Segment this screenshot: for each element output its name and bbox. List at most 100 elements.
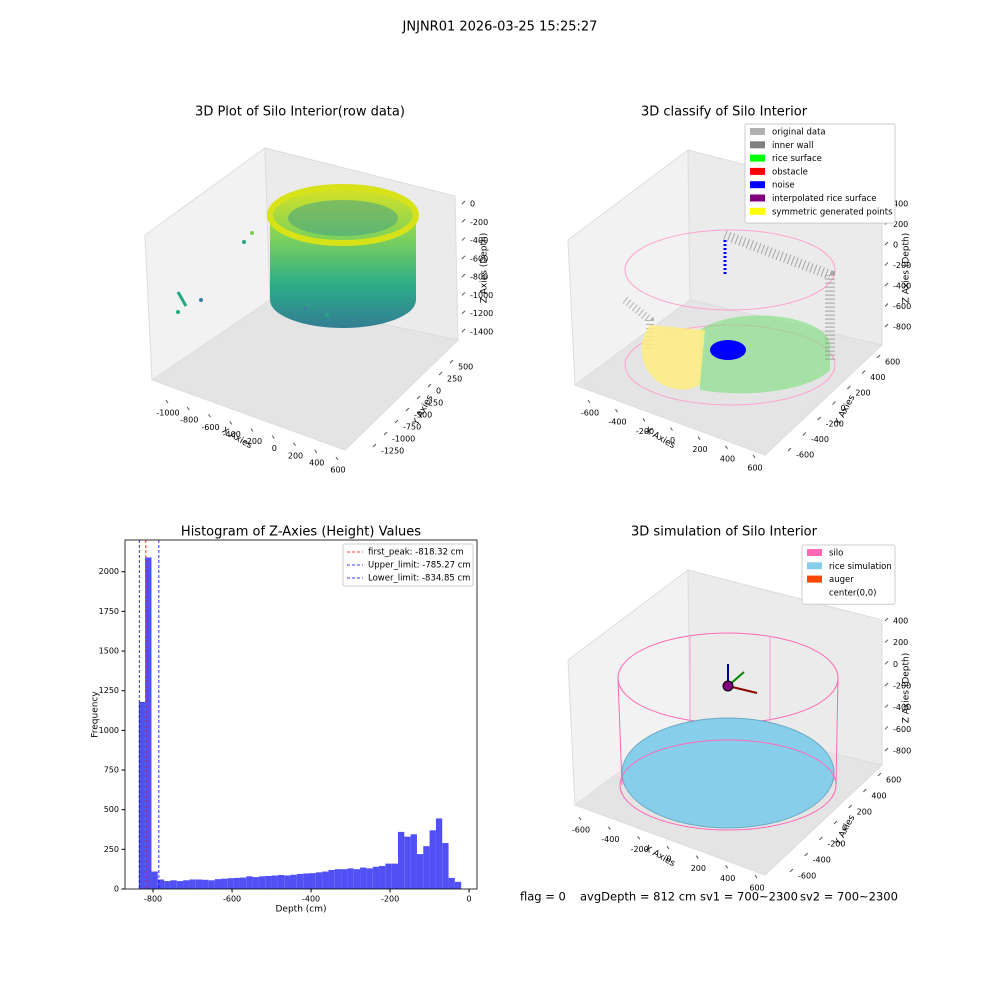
legend-label: original data [772,128,826,138]
x-tick [697,436,701,440]
x-tick-label: -800 [180,416,198,425]
bar [221,878,228,889]
y-tick-label: 400 [871,792,886,801]
y-tick-label: 750 [104,766,119,775]
z-tick [884,282,889,287]
suptitle: JNJNR01 2026-03-25 15:25:27 [402,20,598,35]
x-tick [725,865,729,869]
x-tick [314,449,318,454]
y-tick [848,804,853,809]
x-tick-label: 200 [691,864,706,873]
y-tick-label: 0 [114,885,119,894]
legend-swatch [807,575,822,583]
y-tick-label: -200 [827,840,845,849]
legend-label: noise [772,181,795,191]
x-tick-label: 0 [272,444,277,453]
y-tick-label: -600 [796,451,814,460]
bar [397,831,405,889]
y-tick-label: 200 [857,808,872,817]
z-tick [461,200,466,205]
z-tick [461,273,466,278]
bar [233,877,240,889]
axis-label: X Axies [643,844,677,869]
legend-label: interpolated rice surface [772,194,877,204]
legend-swatch [750,194,765,202]
z-tick-label: 200 [893,638,908,647]
x-tick [637,836,641,840]
x-tick [250,428,254,432]
bar [202,879,209,889]
z-tick [461,292,466,296]
bar [164,881,171,889]
bar [284,875,291,889]
y-tick-label: 600 [885,358,900,367]
z-tick-label: -600 [470,254,488,263]
bar [322,871,329,889]
axis-label: Z Axies (Depth) [902,233,912,304]
bar [296,873,304,889]
x-tick-label: -600 [201,423,219,432]
y-tick [416,395,421,400]
x-tick [186,406,190,411]
x-tick-label: 200 [692,445,707,454]
bar [258,876,266,889]
bar [208,880,215,889]
z-tick-label: -200 [893,261,911,270]
subplot-title: 3D Plot of Silo Interior(row data) [195,105,405,120]
bar [416,854,424,889]
y-tick-label: 2000 [99,567,119,576]
subplot-title: Histogram of Z-Axies (Height) Values [181,525,421,540]
z-tick [884,747,889,752]
legend-label: rice surface [772,154,822,164]
z-tick-label: -1200 [470,309,493,318]
z-tick-label: -400 [470,236,488,245]
legend-box [801,544,896,605]
x-tick-label: -400 [608,418,626,427]
z-tick [461,255,466,260]
x-tick-label: -1000 [156,409,179,418]
x-tick-label: 600 [749,884,764,893]
y-tick-label: 200 [855,389,870,398]
y-tick-label: 500 [104,805,119,814]
y-tick [818,836,823,841]
y-tick [877,772,882,777]
z-tick [461,310,466,315]
y-tick [876,354,881,359]
bar [372,866,380,889]
legend-swatch [807,562,822,570]
y-tick-label: -1250 [381,447,404,456]
y-tick [372,443,377,448]
x-tick [666,845,670,850]
y-tick [787,447,792,452]
bar [157,879,165,889]
y-tick-label: 250 [104,845,119,854]
x-tick [752,454,756,459]
y-tick [832,401,836,405]
z-tick-label: -1000 [470,291,493,300]
x-tick-label: 600 [330,466,345,475]
x-tick [293,442,296,447]
z-tick-label: -800 [470,273,488,282]
bar [239,877,247,889]
x-tick-label: -800 [144,895,162,904]
bar [385,863,392,889]
y-tick [802,432,807,436]
z-tick-label: 0 [893,660,898,669]
x-tick [229,421,233,425]
bar [353,869,361,889]
x-tick-label: 0 [670,436,675,445]
x-tick [615,408,618,413]
y-tick [862,788,867,793]
bar [366,868,373,889]
x-tick-label: -200 [636,427,654,436]
legend-swatch [750,128,765,135]
bar [379,865,386,889]
bar [303,873,310,889]
x-tick [271,435,275,439]
legend-swatch [807,549,822,556]
z-tick [461,328,466,333]
z-tick [884,639,889,644]
legend-label: Lower_limit: -834.85 cm [368,574,470,584]
x-tick [725,445,728,450]
bar [252,877,259,889]
